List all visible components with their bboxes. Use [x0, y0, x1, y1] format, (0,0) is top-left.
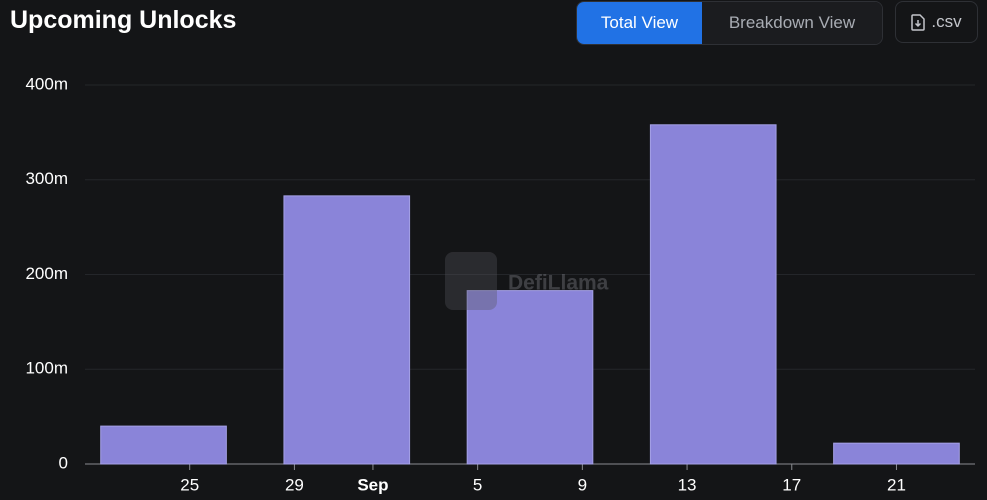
x-tick-label: 25 [180, 475, 199, 494]
watermark: DefiLlama [445, 252, 609, 310]
breakdown-view-button[interactable]: Breakdown View [702, 2, 882, 44]
bar [833, 442, 960, 465]
watermark-text: DefiLlama [508, 272, 609, 295]
y-tick-label: 100m [25, 359, 68, 378]
x-tick-label: Sep [357, 475, 388, 494]
y-tick-label: 400m [25, 74, 68, 93]
x-tick-label: 21 [887, 475, 906, 494]
view-toggle: Total View Breakdown View [576, 1, 883, 45]
title: Upcoming Unlocks [10, 6, 237, 34]
y-tick-label: 200m [25, 264, 68, 283]
x-tick-label: 13 [678, 475, 697, 494]
x-tick-label: 5 [473, 475, 482, 494]
download-icon [911, 13, 926, 31]
bar [649, 124, 777, 465]
y-tick-label: 300m [25, 169, 68, 188]
bar [466, 290, 594, 465]
x-tick-label: 9 [578, 475, 587, 494]
csv-label: .csv [931, 12, 962, 31]
total-view-button[interactable]: Total View [577, 2, 702, 44]
csv-button[interactable]: .csv [895, 1, 978, 43]
y-tick-label: 0 [59, 453, 68, 472]
x-tick-label: 29 [285, 475, 304, 494]
bar [283, 195, 411, 465]
x-tick-label: 17 [782, 475, 801, 494]
bar [100, 425, 227, 465]
